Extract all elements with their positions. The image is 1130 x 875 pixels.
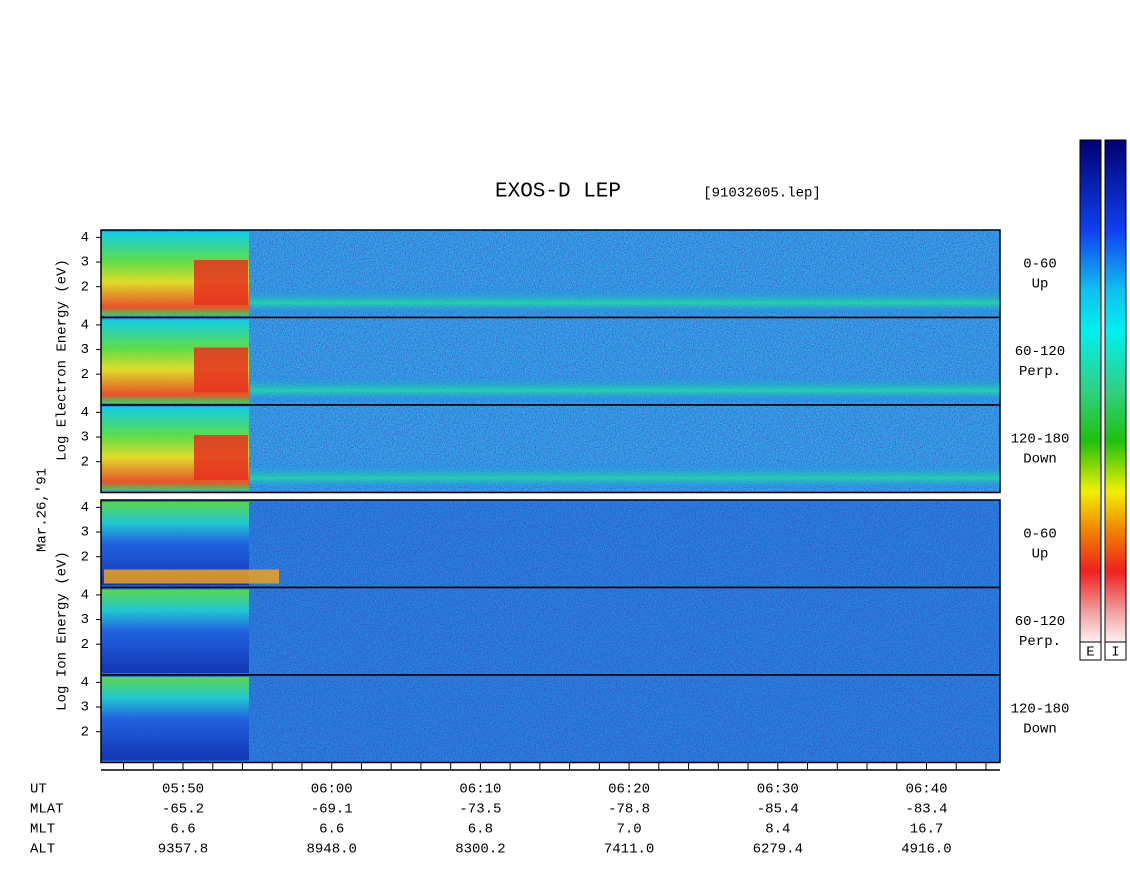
title: EXOS-D LEP: [495, 181, 621, 204]
spectrogram-hot: [101, 677, 249, 761]
row-value: -73.5: [459, 802, 501, 818]
spectrogram-hot: [104, 569, 279, 584]
panel-direction: Perp.: [1019, 364, 1061, 380]
spectrogram-hot: [101, 589, 249, 673]
y-tick-label: 2: [81, 279, 89, 295]
row-value: 06:00: [311, 782, 353, 798]
row-value: 7411.0: [604, 842, 654, 858]
spectrogram-hot: [194, 260, 248, 305]
spectrogram-hot: [194, 347, 248, 393]
spectrogram-hot: [194, 435, 248, 480]
panel-range: 0-60: [1023, 526, 1057, 542]
panel-direction: Up: [1032, 546, 1049, 562]
date: Mar.26,'91: [35, 468, 51, 552]
row-value: 06:30: [757, 782, 799, 798]
row-value: -69.1: [311, 802, 353, 818]
spectrogram-band: [250, 287, 1000, 314]
row-value: 05:50: [162, 782, 204, 798]
colorbar: [1104, 139, 1127, 643]
row-value: -85.4: [757, 802, 799, 818]
y-tick-label: 3: [81, 255, 89, 271]
row-label: MLAT: [30, 802, 64, 818]
colorbar-box: [1104, 641, 1127, 661]
row-value: 6.6: [170, 822, 195, 838]
panel-direction: Up: [1032, 276, 1049, 292]
row-value: 7.0: [616, 822, 641, 838]
y-tick-label: 4: [81, 230, 89, 246]
y-tick-label: 2: [81, 454, 89, 470]
y-tick-label: 2: [81, 367, 89, 383]
y-tick-label: 3: [81, 700, 89, 716]
row-value: -78.8: [608, 802, 650, 818]
panel-range: 0-60: [1023, 256, 1057, 272]
panel-range: 60-120: [1015, 614, 1065, 630]
y-tick-label: 4: [81, 405, 89, 421]
row-label: UT: [30, 782, 47, 798]
row-value: 6279.4: [753, 842, 803, 858]
y-tick-label: 3: [81, 612, 89, 628]
panel-direction: Down: [1023, 451, 1057, 467]
spectrogram-noise: [101, 587, 1000, 675]
panel-range: 120-180: [1011, 431, 1070, 447]
panel-direction: Perp.: [1019, 634, 1061, 650]
y-tick-label: 3: [81, 342, 89, 358]
y-tick-label: 4: [81, 318, 89, 334]
row-value: 9357.8: [158, 842, 208, 858]
row-value: 6.6: [319, 822, 344, 838]
row-label: MLT: [30, 822, 55, 838]
colorbar-box: [1079, 641, 1102, 661]
electron-axis-label: Log Electron Energy (eV): [55, 259, 71, 461]
colorbar: [1079, 139, 1102, 643]
row-value: 06:10: [459, 782, 501, 798]
file-name: [91032605.lep]: [703, 186, 821, 202]
y-tick-label: 4: [81, 588, 89, 604]
colorbar-label: I: [1111, 645, 1119, 661]
panel-direction: Down: [1023, 721, 1057, 737]
spectrogram-band: [250, 375, 1000, 401]
y-tick-label: 2: [81, 724, 89, 740]
y-tick-label: 2: [81, 549, 89, 565]
spectrogram-noise: [101, 675, 1000, 763]
row-value: 8948.0: [306, 842, 356, 858]
panel-frame: [100, 674, 1001, 764]
row-value: 6.8: [468, 822, 493, 838]
row-value: 16.7: [910, 822, 944, 838]
row-label: ALT: [30, 842, 55, 858]
panel-frame: [100, 404, 1001, 494]
ion-axis-label: Log Ion Energy (eV): [55, 551, 71, 711]
panel-range: 120-180: [1011, 701, 1070, 717]
row-value: 4916.0: [901, 842, 951, 858]
y-tick-label: 2: [81, 637, 89, 653]
panel-range: 60-120: [1015, 344, 1065, 360]
row-value: -83.4: [905, 802, 947, 818]
y-tick-label: 3: [81, 525, 89, 541]
colorbar-label: E: [1086, 645, 1094, 661]
y-tick-label: 4: [81, 675, 89, 691]
row-value: 8300.2: [455, 842, 505, 858]
row-value: 06:20: [608, 782, 650, 798]
y-tick-label: 3: [81, 430, 89, 446]
row-value: 8.4: [765, 822, 790, 838]
spectrogram-band: [250, 462, 1000, 489]
row-value: -65.2: [162, 802, 204, 818]
y-tick-label: 4: [81, 500, 89, 516]
row-value: 06:40: [905, 782, 947, 798]
